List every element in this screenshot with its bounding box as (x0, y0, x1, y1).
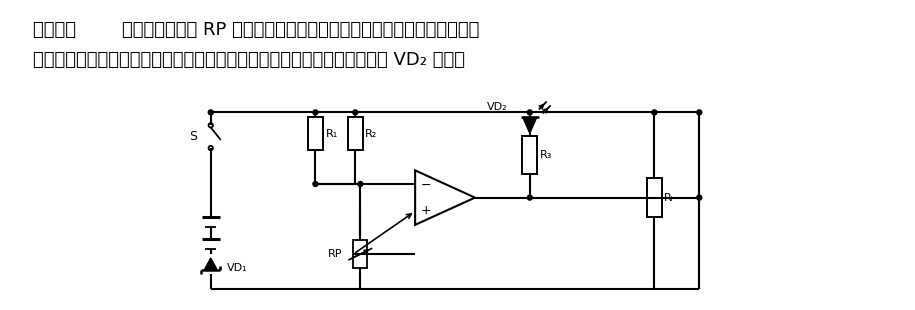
Text: −: − (421, 179, 432, 192)
Bar (647, 178, 662, 217)
Polygon shape (204, 258, 217, 270)
Text: 电路如图        所示。当电位器 RP 滑动端的电压低到稳压二极管所设定的电压以下时，: 电路如图 所示。当电位器 RP 滑动端的电压低到稳压二极管所设定的电压以下时， (33, 21, 479, 39)
Bar (308, 117, 323, 150)
Circle shape (527, 195, 533, 200)
Circle shape (696, 110, 702, 115)
Circle shape (358, 182, 362, 187)
Text: VD₁: VD₁ (227, 263, 247, 273)
Circle shape (696, 195, 702, 200)
Text: S: S (188, 130, 197, 143)
Circle shape (527, 110, 533, 115)
Circle shape (651, 110, 657, 115)
Circle shape (209, 110, 213, 115)
Text: VD₂: VD₂ (487, 102, 508, 113)
Polygon shape (522, 117, 537, 133)
Text: R₂: R₂ (365, 129, 378, 139)
Text: Rₗ: Rₗ (664, 193, 674, 203)
Bar (522, 136, 537, 174)
Text: R₃: R₃ (540, 150, 552, 160)
Text: RP: RP (328, 249, 342, 259)
Text: 比较器输出端由高电位变为低电位，使接在电源与输出端之间的发光二极管 VD₂ 点亮。: 比较器输出端由高电位变为低电位，使接在电源与输出端之间的发光二极管 VD₂ 点亮… (33, 51, 466, 69)
Circle shape (353, 110, 358, 115)
Bar (348, 117, 362, 150)
Bar (353, 240, 367, 268)
Text: +: + (421, 204, 432, 217)
Circle shape (313, 110, 318, 115)
Circle shape (313, 182, 318, 187)
Text: R₁: R₁ (326, 129, 338, 139)
